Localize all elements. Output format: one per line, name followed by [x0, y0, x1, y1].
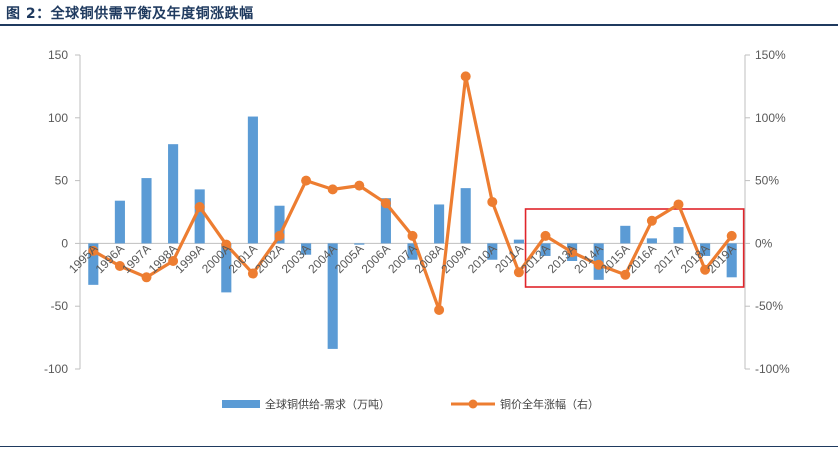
line-point-2019A — [726, 230, 737, 241]
legend-line-marker — [468, 399, 478, 409]
line-point-2011A — [513, 267, 524, 278]
title-bar: 图 2：全球铜供需平衡及年度铜涨跌幅 — [0, 0, 838, 26]
highlight-box-layer — [524, 208, 745, 288]
line-point-2001A — [247, 268, 258, 279]
bar-1996A — [114, 200, 125, 244]
line-point-2018A — [700, 264, 711, 275]
bar-2012A — [540, 243, 551, 256]
bar-2000A — [221, 243, 232, 293]
line-point-2012A — [540, 230, 551, 241]
legend-line-label: 铜价全年涨幅（右） — [500, 397, 599, 411]
highlight-box — [524, 208, 745, 288]
line-point-2015A — [620, 269, 631, 280]
y-right-tick-label: 100% — [755, 111, 786, 125]
line-point-2009A — [460, 71, 471, 82]
line-point-2014A — [593, 259, 604, 270]
y-left-tick-label: 150 — [48, 48, 68, 62]
bar-1997A — [141, 178, 152, 244]
x-tick-label-1997A: 1997A — [119, 242, 153, 276]
bar-2003A — [301, 243, 312, 255]
x-tick-label-2012A: 2012A — [518, 242, 552, 276]
bar-2011A — [513, 239, 524, 244]
y-left-tick-label: -50 — [51, 299, 69, 313]
bar-series — [88, 116, 737, 349]
y-right-tick-label: 0% — [755, 236, 773, 250]
bar-2008A — [434, 204, 445, 244]
line-point-2013A — [567, 247, 578, 258]
y-right-tick-label: 150% — [755, 48, 786, 62]
line-point-2004A — [327, 184, 338, 195]
line-point-2008A — [434, 304, 445, 315]
y-right-tick-label: 50% — [755, 174, 779, 188]
price-change-line — [92, 74, 733, 312]
line-point-2016A — [646, 215, 657, 226]
x-tick-label-2002A: 2002A — [252, 242, 286, 276]
line-point-2007A — [407, 230, 418, 241]
line-point-1997A — [141, 272, 152, 283]
line-point-2000A — [221, 239, 232, 250]
x-tick-label-2003A: 2003A — [279, 242, 313, 276]
y-left-tick-label: 50 — [55, 174, 69, 188]
line-point-1995A — [88, 245, 99, 256]
x-tick-label-2006A: 2006A — [359, 242, 393, 276]
y-left-tick-label: -100 — [44, 362, 68, 376]
line-point-1996A — [114, 261, 125, 272]
y-left-tick-label: 100 — [48, 111, 68, 125]
bottom-rule — [0, 446, 838, 447]
legend: 全球铜供给-需求（万吨） 铜价全年涨幅（右） — [222, 397, 599, 411]
line-point-2002A — [274, 230, 285, 241]
y-left-tick-label: 0 — [61, 236, 68, 250]
bar-2015A — [620, 225, 631, 244]
x-tick-label-2016A: 2016A — [625, 242, 659, 276]
line-point-2010A — [487, 196, 498, 207]
bar-2018A — [700, 243, 711, 256]
bar-2010A — [487, 243, 498, 260]
bar-1999A — [194, 189, 205, 244]
bar-2001A — [247, 116, 258, 244]
bar-2016A — [646, 238, 657, 244]
bar-1998A — [168, 144, 179, 244]
line-point-1999A — [194, 201, 205, 212]
axes: 150 100 50 0 -50 -100 150% 100% 50% 0% -50% -100% — [44, 48, 790, 376]
bar-2007A — [407, 243, 418, 260]
legend-bar-label: 全球铜供给-需求（万吨） — [265, 397, 390, 411]
line-point-2006A — [380, 198, 391, 209]
bar-2009A — [460, 188, 471, 244]
line-point-2005A — [354, 180, 365, 191]
bar-2002A — [274, 205, 285, 244]
chart-title: 图 2：全球铜供需平衡及年度铜涨跌幅 — [6, 6, 254, 22]
bar-2005A — [354, 243, 365, 245]
x-tick-label-2017A: 2017A — [651, 242, 685, 276]
bar-2006A — [380, 198, 391, 244]
y-right-tick-label: -100% — [755, 362, 790, 376]
line-point-1998A — [168, 255, 179, 266]
bar-2019A — [726, 243, 737, 278]
y-right-tick-label: -50% — [755, 299, 783, 313]
bar-2017A — [673, 227, 684, 244]
bar-2004A — [327, 243, 338, 349]
line-series — [88, 71, 737, 315]
legend-bar-swatch — [222, 400, 260, 408]
line-point-2003A — [301, 175, 312, 186]
line-point-2017A — [673, 199, 684, 210]
bar-1995A — [88, 243, 99, 285]
